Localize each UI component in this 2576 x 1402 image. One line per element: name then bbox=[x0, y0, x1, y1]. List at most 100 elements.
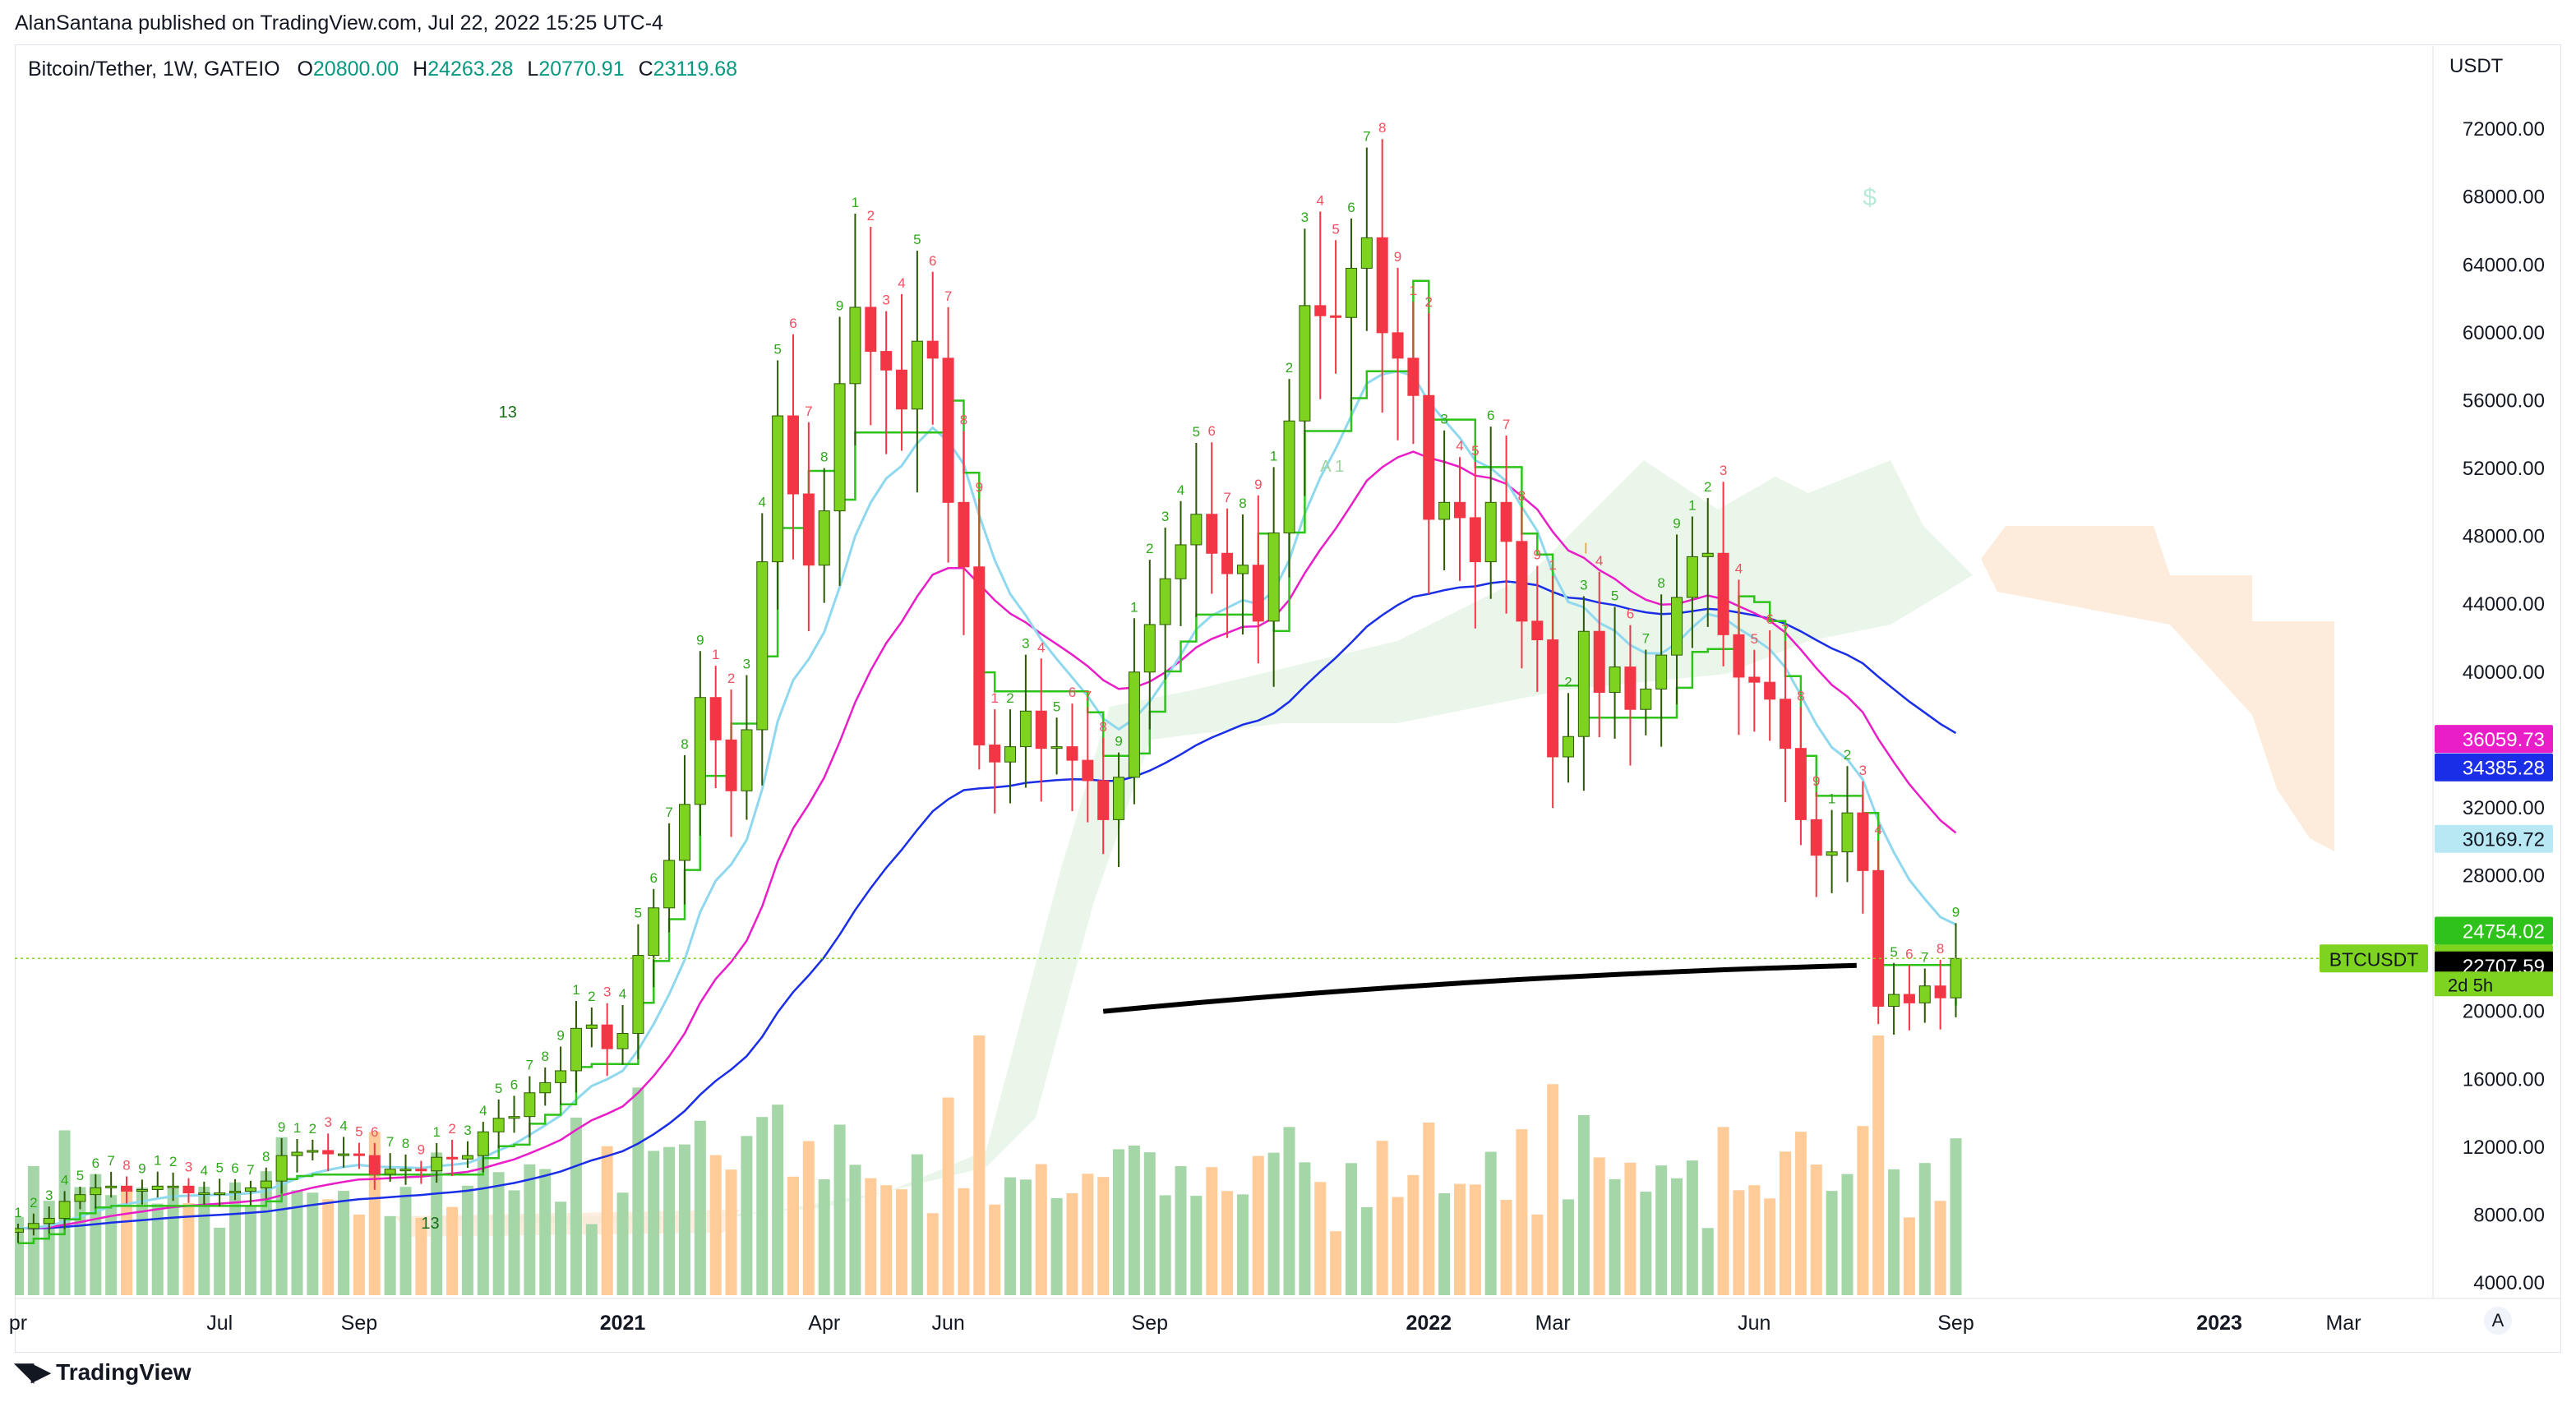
candle-body bbox=[1221, 552, 1234, 574]
candle-body bbox=[958, 501, 970, 568]
td-count-label: 1 bbox=[712, 647, 719, 662]
candle-body bbox=[338, 1153, 350, 1156]
volume-bar bbox=[911, 1154, 923, 1295]
volume-bar bbox=[818, 1179, 830, 1295]
candle-body bbox=[756, 561, 769, 731]
td-count-label: 2 bbox=[1564, 674, 1572, 689]
volume-bar bbox=[585, 1224, 598, 1295]
candle-body bbox=[1330, 315, 1342, 318]
candle-body bbox=[1035, 710, 1047, 749]
volume-bar bbox=[214, 1227, 226, 1295]
volume-bar bbox=[399, 1187, 412, 1295]
volume-bar bbox=[787, 1176, 799, 1295]
td-count-label: 9 bbox=[278, 1119, 285, 1135]
volume-bar bbox=[756, 1117, 769, 1295]
candle-body bbox=[229, 1191, 242, 1194]
td-count-label: 4 bbox=[339, 1118, 347, 1133]
candle-body bbox=[1671, 597, 1683, 656]
candle-body bbox=[1484, 501, 1497, 563]
footer-brand-text: TradingView bbox=[56, 1358, 192, 1385]
volume-bar bbox=[151, 1203, 164, 1295]
volume-bar bbox=[958, 1188, 970, 1295]
volume-bar bbox=[678, 1144, 690, 1295]
candle-body bbox=[477, 1131, 489, 1156]
td-count-label: 3 bbox=[1022, 636, 1029, 652]
volume-bar bbox=[1918, 1163, 1931, 1295]
td-count-label: 7 bbox=[1642, 630, 1650, 646]
candle-body bbox=[1531, 620, 1544, 641]
candle-body bbox=[322, 1150, 335, 1155]
high-value: 24263.28 bbox=[427, 58, 514, 81]
a1-marker: A 1 bbox=[1320, 458, 1344, 476]
volume-bar bbox=[198, 1187, 210, 1295]
candle-body bbox=[1918, 985, 1931, 1003]
volume-bar bbox=[1392, 1197, 1404, 1295]
volume-bar bbox=[1206, 1167, 1218, 1295]
td-count-label: 6 bbox=[1766, 611, 1773, 627]
volume-bar bbox=[694, 1120, 706, 1295]
candle-body bbox=[1624, 666, 1637, 710]
candle-body bbox=[663, 860, 676, 909]
candle-body bbox=[1066, 746, 1078, 761]
td-count-label: 5 bbox=[1751, 631, 1758, 647]
volume-bar bbox=[1453, 1183, 1466, 1295]
td-count-label: 8 bbox=[1099, 719, 1106, 735]
low-value: 20770.91 bbox=[538, 58, 625, 81]
volume-bar bbox=[1221, 1191, 1234, 1295]
td-count-label: 5 bbox=[1053, 699, 1060, 714]
td-count-label: 4 bbox=[1317, 192, 1324, 208]
candle-body bbox=[926, 340, 939, 359]
candle-body bbox=[601, 1024, 613, 1049]
td-count-label: 4 bbox=[479, 1103, 487, 1118]
td-count-label: 6 bbox=[510, 1077, 518, 1092]
td-count-label: 2 bbox=[1425, 294, 1433, 310]
td-count-label: 4 bbox=[1177, 482, 1184, 498]
volume-bar bbox=[1671, 1178, 1683, 1295]
candle-body bbox=[1547, 639, 1559, 758]
i-marker: I bbox=[1584, 540, 1588, 556]
countdown-box bbox=[2435, 971, 2553, 997]
td-count-label: 9 bbox=[138, 1160, 145, 1176]
volume-bar bbox=[1314, 1182, 1327, 1295]
x-axis-tick-label: Mar bbox=[1535, 1312, 1571, 1335]
td-count-label: 6 bbox=[929, 253, 936, 269]
candle-body bbox=[1376, 237, 1388, 334]
y-axis-tick-label: 16000.00 bbox=[2463, 1068, 2545, 1091]
auto-scale-button[interactable]: A bbox=[2484, 1307, 2512, 1335]
candle-body bbox=[1857, 812, 1869, 871]
td-count-label: 6 bbox=[92, 1155, 99, 1171]
volume-bar bbox=[648, 1151, 660, 1295]
volume-bar bbox=[849, 1164, 861, 1295]
volume-bar bbox=[461, 1185, 473, 1295]
td-count-label: 2 bbox=[727, 671, 735, 686]
td-count-label: 4 bbox=[1595, 553, 1603, 569]
candle-body bbox=[1082, 759, 1094, 782]
volume-bar bbox=[1159, 1195, 1171, 1295]
volume-bar bbox=[1701, 1228, 1714, 1295]
volume-bar bbox=[1655, 1165, 1668, 1295]
y-axis-tick-label: 60000.00 bbox=[2463, 322, 2545, 344]
td-count-label: 1 bbox=[154, 1153, 161, 1169]
candle-body bbox=[524, 1092, 536, 1118]
ticker-tag-label: BTCUSDT bbox=[2329, 948, 2419, 970]
volume-bar bbox=[1841, 1174, 1854, 1295]
td-count-label: 7 bbox=[1084, 689, 1092, 704]
volume-bar bbox=[415, 1217, 427, 1295]
td-count-label: 6 bbox=[1487, 408, 1494, 423]
candle-body bbox=[399, 1169, 412, 1172]
ema-cyan-line bbox=[17, 370, 1957, 1230]
volume-bar bbox=[105, 1195, 118, 1295]
volume-bar bbox=[1050, 1197, 1063, 1295]
candle-body bbox=[1500, 501, 1512, 542]
td-count-label: 2 bbox=[30, 1195, 37, 1211]
volume-bar bbox=[1500, 1200, 1512, 1295]
td-count-label: 2 bbox=[1704, 479, 1711, 495]
td-count-label: 6 bbox=[1347, 200, 1355, 215]
y-axis-tick-label: 52000.00 bbox=[2463, 458, 2545, 480]
volume-bar bbox=[1330, 1231, 1342, 1295]
td-count-label: 2 bbox=[1844, 747, 1851, 763]
td-count-label: 1 bbox=[1410, 283, 1417, 298]
low-label: L bbox=[527, 58, 539, 81]
volume-bar bbox=[229, 1182, 242, 1295]
